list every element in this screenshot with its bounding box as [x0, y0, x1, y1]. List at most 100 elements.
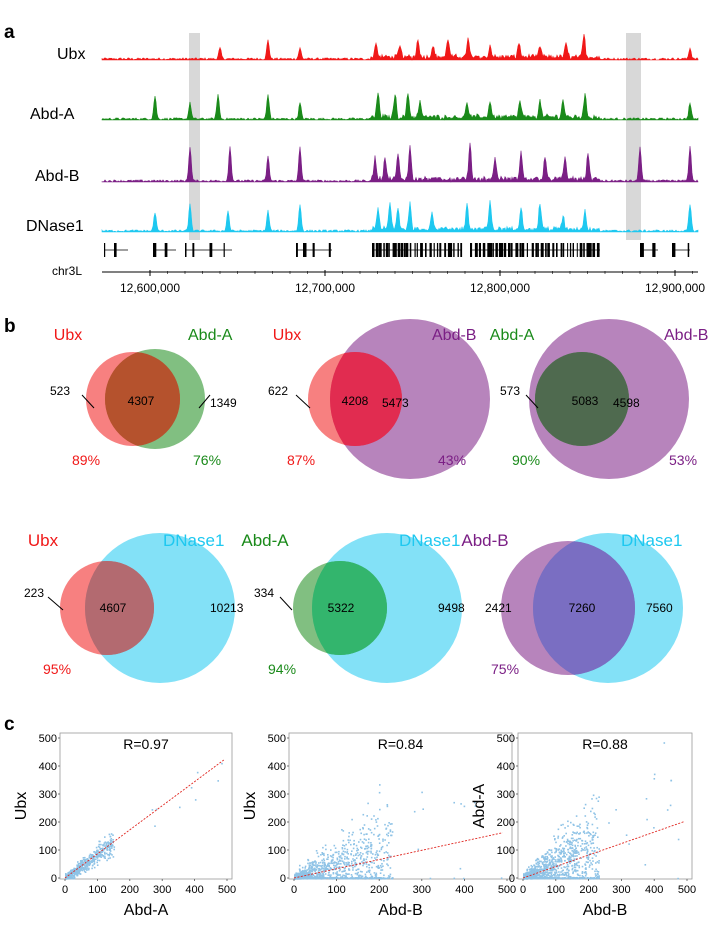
scatter-point	[315, 876, 317, 878]
scatter-point	[112, 856, 115, 858]
venn-right-percent: 53%	[669, 452, 697, 468]
scatter-point	[301, 871, 304, 873]
scatter-point	[307, 876, 310, 878]
y-tick-label: 200	[497, 817, 515, 829]
scatter-point	[314, 869, 317, 871]
scatter-point	[348, 835, 350, 838]
scatter-point	[593, 812, 595, 814]
scatter-point	[81, 866, 83, 869]
scatter-point	[370, 818, 373, 820]
gene-exon	[545, 243, 547, 257]
x-tick-label: 0	[62, 884, 68, 896]
scatter-point	[578, 833, 581, 835]
gene-exon	[400, 243, 403, 257]
scatter-point	[109, 846, 111, 848]
scatter-point	[299, 872, 302, 874]
gene-exon	[492, 243, 494, 257]
scatter-point	[543, 861, 545, 863]
scatter-point	[304, 867, 306, 869]
scatter-point	[585, 861, 588, 863]
scatter-point	[533, 864, 536, 867]
scatter-point	[534, 873, 537, 875]
venn-left-label: Abd-A	[241, 531, 289, 550]
scatter-point	[112, 839, 114, 841]
scatter-point	[91, 854, 94, 856]
scatter-point	[380, 848, 383, 851]
scatter-point	[358, 877, 361, 880]
gene-exon	[209, 243, 213, 257]
scatter-point	[582, 876, 585, 878]
scatter-point	[551, 866, 553, 868]
scatter-point	[572, 831, 574, 833]
scatter-point	[573, 864, 576, 867]
track-label-abd-a: Abd-A	[30, 106, 75, 123]
scatter-point	[582, 831, 585, 833]
gene-exon	[192, 243, 195, 257]
scatter-point	[533, 874, 535, 876]
scatter-point	[346, 863, 348, 866]
scatter-point	[108, 848, 111, 851]
scatter-point	[561, 837, 564, 839]
scatter-point	[579, 823, 581, 826]
scatter-point	[302, 871, 305, 874]
scatter-point	[217, 780, 219, 782]
scatter-point	[578, 853, 580, 855]
scatter-point	[99, 848, 102, 850]
scatter-point	[311, 863, 314, 865]
scatter-point	[560, 849, 562, 852]
scatter-point	[553, 862, 555, 865]
scatter-point	[578, 866, 581, 869]
scatter-point	[318, 862, 320, 864]
scatter-point	[559, 874, 561, 876]
venn-overlap-region	[535, 352, 629, 446]
scatter-point	[563, 856, 565, 858]
scatter-point	[592, 835, 594, 837]
scatter-point	[591, 849, 593, 852]
scatter-point	[539, 877, 542, 880]
scatter-point	[326, 877, 329, 879]
scatter-point	[99, 853, 102, 855]
scatter-point	[73, 877, 76, 880]
scatter-point	[345, 862, 347, 864]
scatter-point	[310, 867, 312, 870]
scatter-point	[353, 859, 355, 862]
scatter-point	[357, 849, 359, 851]
scatter-point	[545, 865, 548, 868]
scatter-point	[575, 862, 578, 865]
scatter-point	[67, 875, 69, 878]
scatter-point	[88, 854, 91, 857]
scatter-point	[583, 876, 585, 879]
gene-exon	[526, 243, 528, 257]
scatter-point	[82, 862, 84, 865]
venn-abd-a-vs-dnase1: Abd-A DNase1 334 5322 9498 94%	[241, 531, 465, 683]
scatter-point	[306, 876, 309, 878]
scatter-point	[353, 843, 355, 846]
scatter-point	[310, 870, 313, 873]
scatter-point	[314, 860, 316, 863]
scatter-point	[330, 859, 333, 862]
scatter-point	[555, 841, 557, 844]
scatter-point	[367, 841, 370, 844]
scatter-point	[573, 870, 576, 872]
scatter-point	[327, 862, 330, 864]
scatter-point	[338, 877, 340, 879]
scatter-point	[589, 864, 591, 866]
scatter-point	[359, 874, 362, 877]
scatter-point	[336, 874, 339, 876]
scatter-point	[593, 834, 595, 837]
x-tick-label: 300	[153, 884, 171, 896]
gene-exon	[453, 243, 455, 257]
scatter-point	[531, 877, 533, 879]
scatter-point	[318, 877, 321, 880]
gene-exon	[425, 243, 427, 257]
scatter-point	[339, 874, 342, 876]
gene-models	[104, 243, 690, 257]
scatter-point	[107, 846, 109, 848]
scatter-point	[313, 864, 316, 867]
gene-exon	[164, 243, 168, 257]
scatter-point	[597, 871, 600, 873]
scatter-point	[545, 863, 547, 866]
scatter-point	[576, 831, 578, 834]
scatter-point	[317, 855, 320, 858]
scatter-point	[381, 869, 384, 871]
